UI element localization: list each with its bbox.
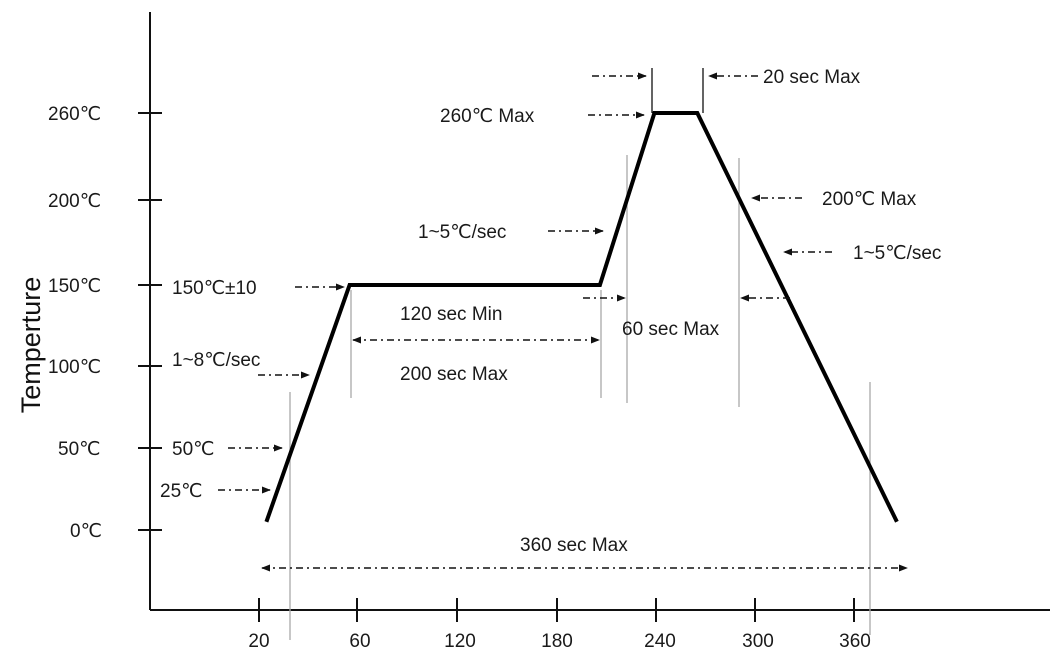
peak-reference-lines bbox=[651, 68, 704, 113]
y-tick-label: 0℃ bbox=[70, 521, 102, 542]
x-tick-label: 180 bbox=[541, 631, 573, 652]
x-tick-label: 20 bbox=[248, 631, 269, 652]
label-soak-temp: 150℃±10 bbox=[172, 278, 257, 299]
label-max-200: 200℃ Max bbox=[822, 189, 917, 210]
annotation-labels: 20 sec Max 260℃ Max 200℃ Max 1~5℃/sec 1~… bbox=[160, 67, 941, 556]
y-axis-label: Temperture bbox=[16, 277, 46, 414]
y-tick-label: 200℃ bbox=[48, 191, 101, 212]
annotation-arrows bbox=[218, 72, 908, 572]
label-ramp-down: 1~5℃/sec bbox=[853, 243, 941, 264]
label-soak-max: 200 sec Max bbox=[400, 364, 508, 385]
x-tick-label: 360 bbox=[839, 631, 871, 652]
x-tick-label: 60 bbox=[349, 631, 370, 652]
profile-series bbox=[264, 111, 899, 523]
label-start-25: 25℃ bbox=[160, 481, 202, 502]
label-ramp-up-preheat: 1~8℃/sec bbox=[172, 350, 260, 371]
x-tick-label: 240 bbox=[644, 631, 676, 652]
y-tick-label: 260℃ bbox=[48, 104, 101, 125]
label-peak: 260℃ Max bbox=[440, 106, 535, 127]
label-start-50: 50℃ bbox=[172, 439, 214, 460]
y-tick-label: 150℃ bbox=[48, 276, 101, 297]
x-tick-label: 300 bbox=[742, 631, 774, 652]
x-tick-label: 120 bbox=[444, 631, 476, 652]
label-above-200: 60 sec Max bbox=[622, 319, 720, 340]
y-tick-label: 100℃ bbox=[48, 357, 101, 378]
y-tick-label: 50℃ bbox=[58, 439, 100, 460]
label-peak-time: 20 sec Max bbox=[763, 67, 861, 88]
label-soak-min: 120 sec Min bbox=[400, 304, 502, 325]
label-total: 360 sec Max bbox=[520, 535, 628, 556]
y-ticks: 0℃ 50℃ 100℃ 150℃ 200℃ 260℃ bbox=[48, 104, 162, 542]
profile-line bbox=[264, 111, 899, 523]
label-ramp-up-reflow: 1~5℃/sec bbox=[418, 222, 506, 243]
reference-lines bbox=[289, 155, 871, 640]
x-ticks: 20 60 120 180 240 300 360 bbox=[248, 598, 871, 652]
